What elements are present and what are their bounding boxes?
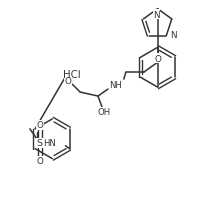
- Text: O: O: [36, 121, 43, 130]
- Text: O: O: [36, 156, 43, 165]
- Text: N: N: [170, 31, 177, 40]
- Text: O: O: [154, 54, 161, 63]
- Text: HN: HN: [43, 139, 56, 147]
- Text: O: O: [65, 76, 72, 85]
- Text: N: N: [153, 11, 160, 20]
- Text: S: S: [37, 139, 43, 147]
- Text: NH: NH: [110, 80, 122, 89]
- Text: HCl: HCl: [63, 70, 81, 80]
- Text: OH: OH: [97, 108, 111, 117]
